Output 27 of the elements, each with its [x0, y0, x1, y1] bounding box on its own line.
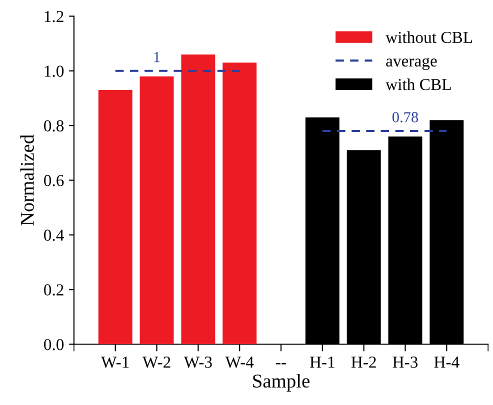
- x-tick-label: W-1: [101, 356, 129, 368]
- y-tick-label: 0.6: [44, 174, 64, 186]
- bar: [98, 90, 132, 344]
- y-tick-label: 0.2: [44, 284, 64, 296]
- x-tick-label: H-2: [351, 356, 376, 368]
- y-axis-title: Normalized: [20, 134, 34, 226]
- x-tick-label: W-2: [142, 356, 170, 368]
- y-tick-label: 0.4: [44, 230, 64, 241]
- x-tick-label: --: [276, 363, 286, 364]
- x-tick-label: H-4: [434, 356, 460, 368]
- bar: [140, 76, 174, 344]
- y-tick-label: 1.0: [44, 66, 64, 77]
- bar: [222, 62, 257, 344]
- bar: [181, 54, 216, 344]
- x-tick-label: W-4: [225, 356, 254, 368]
- y-tick-label: 0.0: [44, 338, 64, 350]
- annotation: 1: [154, 52, 160, 62]
- x-tick-label: H-3: [392, 356, 418, 368]
- y-tick-label: 1.2: [44, 10, 64, 22]
- legend-label: with CBL: [386, 78, 451, 90]
- legend-label: without CBL: [386, 31, 472, 44]
- y-tick-label: 0.8: [44, 120, 64, 132]
- annotation: 0.78: [392, 112, 418, 122]
- x-tick-label: W-3: [184, 356, 212, 368]
- legend-label: average: [386, 58, 437, 70]
- x-axis-title: Sample: [253, 374, 310, 392]
- x-tick-label: H-1: [310, 356, 334, 368]
